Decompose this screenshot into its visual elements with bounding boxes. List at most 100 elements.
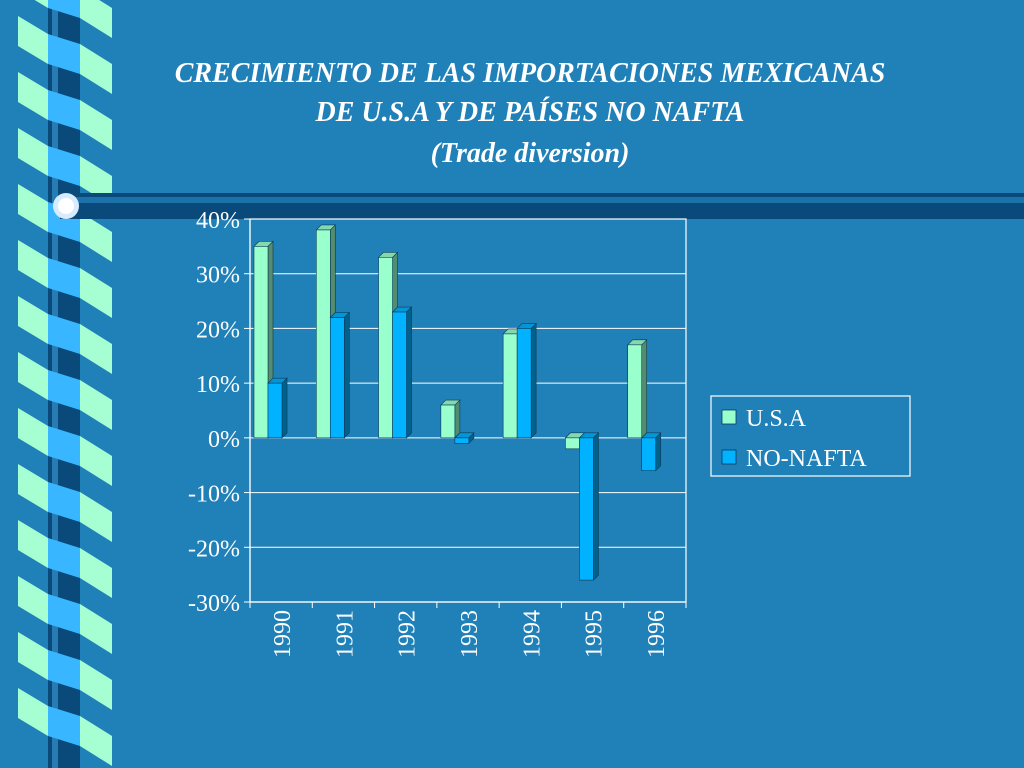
slide-title-line-3: (Trade diversion) [430,138,630,169]
x-tick-label: 1993 [457,610,483,658]
ribbon-stripe-blue [48,90,80,130]
bar-front [392,311,407,439]
ribbon-stripe-green [18,128,48,176]
bar-side [281,377,288,439]
legend-box [710,395,911,477]
ribbon-stripe-green [80,0,112,38]
ribbon-stripe-blue [48,0,80,18]
bar-no-nafta-1991 [329,311,351,439]
bar-front [627,344,643,439]
bar-no-nafta-1994 [516,322,537,439]
ribbon-stripe-green [80,660,112,710]
legend-label: U.S.A [746,406,807,432]
ribbon-decoration [18,0,112,766]
ribbon-stripe-green [80,44,112,94]
bar-front [440,404,456,439]
bar-side [343,311,350,439]
ribbon-stripe-blue [48,426,80,466]
ribbon-stripe-green [18,408,48,456]
bar-knob-center [58,198,74,214]
bar-front [516,328,532,439]
ribbon-stripe-blue [48,706,80,746]
legend: U.S.A NO-NAFTA [710,395,911,477]
bar-side [406,306,412,439]
ribbon-stripe-blue [48,594,80,634]
legend-label: NO-NAFTA [746,446,867,472]
x-tick-label: 1991 [332,610,358,658]
ribbon-stripe-green [18,16,48,64]
ribbon-stripe-blue [48,538,80,578]
x-tick-label: 1995 [582,610,608,658]
legend-swatch [721,409,737,425]
x-tick-label: 1994 [519,610,545,658]
bar-no-nafta-1992 [391,306,413,439]
y-tick-label: 20% [196,317,240,343]
bar-front [267,382,283,439]
ribbon-stripe-blue [48,370,80,410]
horizontal-bar-highlight [60,197,1024,203]
bar-front [253,246,269,439]
bar-u-s-a-1993 [440,399,461,439]
ribbon-stripe-blue [48,146,80,186]
ribbon-stripe-blue [48,34,80,74]
bar-no-nafta-1990 [267,377,288,439]
ribbon-stripe-green [18,296,48,344]
y-tick-label: 10% [196,372,240,398]
bar-front [315,229,331,439]
ribbon-stripe-blue [48,650,80,690]
ribbon-stripe-green [18,464,48,512]
ribbon-stripe-green [80,436,112,486]
ribbon-stripe-green [80,324,112,374]
ribbon-stripe-green [18,352,48,400]
ribbon-stripe-green [18,632,48,680]
ribbon-stripe-blue [48,258,80,298]
slide-title-line-1: CRECIMIENTO DE LAS IMPORTACIONES MEXICAN… [174,58,886,89]
bar-front [502,333,518,439]
y-tick-label: 40% [196,208,240,234]
ribbon-stripe-green [80,604,112,654]
ribbon-stripe-green [80,380,112,430]
bar-front [641,437,657,471]
ribbon-stripe-green [80,268,112,318]
y-tick-label: 30% [196,263,240,289]
bar-front [329,317,345,439]
ribbon-stripe-green [80,100,112,150]
ribbon-stripe-green [80,548,112,598]
ribbon-stripe-blue [48,482,80,522]
y-tick-label: 0% [208,427,240,453]
ribbon-stripe-green [18,688,48,736]
x-tick-label: 1992 [395,610,421,658]
plot-area [249,218,687,603]
bar-front [454,437,470,444]
ribbon-stripe-blue [48,314,80,354]
bar-u-s-a-1996 [626,339,648,439]
y-tick-label: -10% [188,482,240,508]
bar-side [655,432,662,472]
bar-side [530,322,537,439]
x-tick-label: 1990 [270,610,296,658]
bar-front [579,437,594,581]
ribbon-stripe-green [18,184,48,232]
x-tick-label: 1996 [644,610,670,658]
y-tick-label: -30% [188,591,240,617]
ribbon-stripe-green [80,492,112,542]
bar-front [378,256,393,439]
ribbon-stripe-green [18,576,48,624]
bar-no-nafta-1993 [454,432,475,445]
ribbon-stripe-green [18,72,48,120]
legend-swatch [721,449,737,465]
slide-title-line-2: DE U.S.A Y DE PAÍSES NO NAFTA [315,97,745,128]
ribbon-stripe-green [34,0,48,8]
ribbon-stripe-green [80,716,112,766]
ribbon-stripe-green [18,240,48,288]
y-tick-label: -20% [188,536,240,562]
bar-front [565,437,580,450]
ribbon-stripe-green [80,212,112,262]
bar-side [454,399,461,439]
bar-side [641,339,648,439]
bar-side [593,432,599,581]
bar-no-nafta-1996 [640,432,662,472]
bar-no-nafta-1995 [578,432,600,581]
